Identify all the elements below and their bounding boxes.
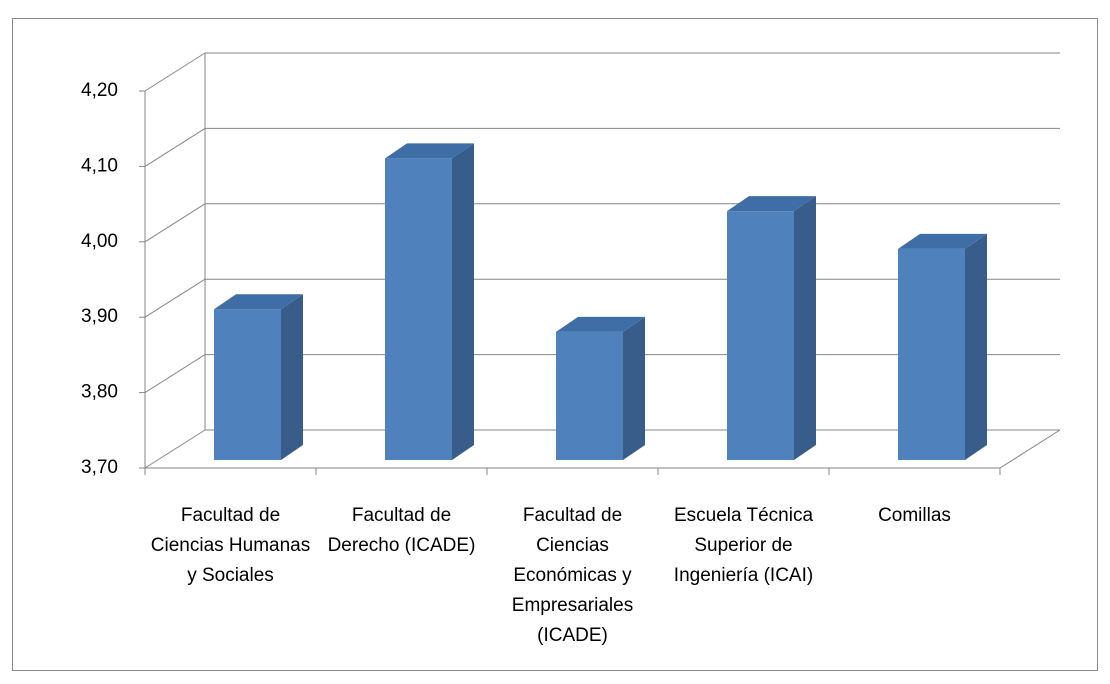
y-tick-label: 4,00 — [81, 231, 118, 252]
bar-front — [556, 331, 623, 460]
bar-front — [385, 158, 452, 460]
floor-right-edge — [999, 429, 1061, 469]
bar-side — [965, 233, 987, 460]
bar — [898, 233, 987, 460]
bar-top — [556, 316, 645, 332]
grid-line-diagonal — [144, 52, 206, 92]
grid-line-diagonal — [144, 354, 206, 394]
y-tick-label: 3,80 — [81, 382, 118, 403]
y-tick-label: 4,10 — [81, 155, 118, 176]
bar — [214, 294, 303, 460]
grid-line-diagonal — [144, 429, 206, 469]
bar-side — [281, 294, 303, 460]
bar-top — [214, 294, 303, 310]
bar-top — [385, 143, 474, 159]
y-tick-label: 4,20 — [81, 80, 118, 101]
x-tick-label: Facultad de Ciencias Humanas y Sociales — [150, 505, 311, 586]
bar-top — [898, 233, 987, 249]
bar-front — [898, 248, 965, 460]
bar-front — [727, 211, 794, 460]
bar-front — [214, 309, 281, 460]
x-tick-label: Facultad de Derecho (ICADE) — [327, 505, 476, 556]
grid-line-diagonal — [144, 203, 206, 243]
grid-line-diagonal — [144, 127, 206, 167]
x-tick-label: Comillas — [878, 505, 951, 526]
grid-line-diagonal — [144, 278, 206, 318]
y-tick-label: 3,70 — [81, 457, 118, 478]
x-tick-label: Escuela Técnica Superior de Ingeniería (… — [673, 505, 814, 586]
x-tick-label: Facultad de Ciencias Económicas y Empres… — [511, 505, 634, 646]
bar-side — [452, 143, 474, 460]
bar-side — [623, 316, 645, 460]
y-tick-label: 3,90 — [81, 306, 118, 327]
bar — [385, 143, 474, 460]
bar-top — [727, 196, 816, 212]
bar-side — [794, 196, 816, 460]
bar — [556, 316, 645, 460]
bar — [727, 196, 816, 460]
